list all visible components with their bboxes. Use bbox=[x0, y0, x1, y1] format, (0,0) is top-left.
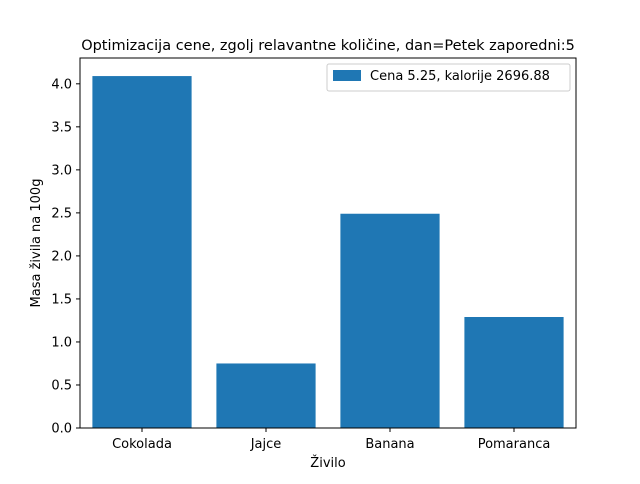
y-axis-label: Masa živila na 100g bbox=[29, 179, 44, 308]
y-tick-label: 2.0 bbox=[51, 249, 72, 264]
legend-label: Cena 5.25, kalorije 2696.88 bbox=[370, 69, 550, 84]
y-tick-label: 3.0 bbox=[51, 163, 72, 178]
x-tick-label: Banana bbox=[365, 437, 414, 452]
y-tick-label: 3.5 bbox=[51, 120, 72, 135]
y-tick-label: 0.5 bbox=[51, 378, 72, 393]
y-tick-label: 4.0 bbox=[51, 77, 72, 92]
bar-banana bbox=[340, 213, 440, 428]
y-tick-label: 2.5 bbox=[51, 206, 72, 221]
x-tick-label: Jajce bbox=[250, 437, 282, 452]
legend: Cena 5.25, kalorije 2696.88 bbox=[326, 63, 571, 92]
y-tick-label: 0.0 bbox=[51, 422, 72, 437]
bars-layer bbox=[92, 76, 564, 428]
y-tick-label: 1.0 bbox=[51, 335, 72, 350]
legend-box bbox=[326, 63, 571, 92]
chart-title: Optimizacija cene, zgolj relavantne koli… bbox=[81, 38, 575, 54]
bar-jajce bbox=[216, 363, 316, 428]
y-axis: 0.0 0.5 1.0 1.5 2.0 2.5 3.0 3.5 4.0 bbox=[51, 77, 80, 437]
legend-swatch bbox=[333, 70, 361, 81]
x-axis: Cokolada Jajce Banana Pomaranca bbox=[112, 428, 550, 452]
x-axis-label: Živilo bbox=[310, 455, 345, 471]
bar-cokolada bbox=[92, 76, 192, 428]
plot-frame bbox=[79, 57, 577, 429]
y-tick-label: 1.5 bbox=[51, 292, 72, 307]
bar-pomaranca bbox=[464, 317, 564, 428]
x-tick-label: Cokolada bbox=[112, 437, 172, 452]
x-tick-label: Pomaranca bbox=[478, 437, 551, 452]
